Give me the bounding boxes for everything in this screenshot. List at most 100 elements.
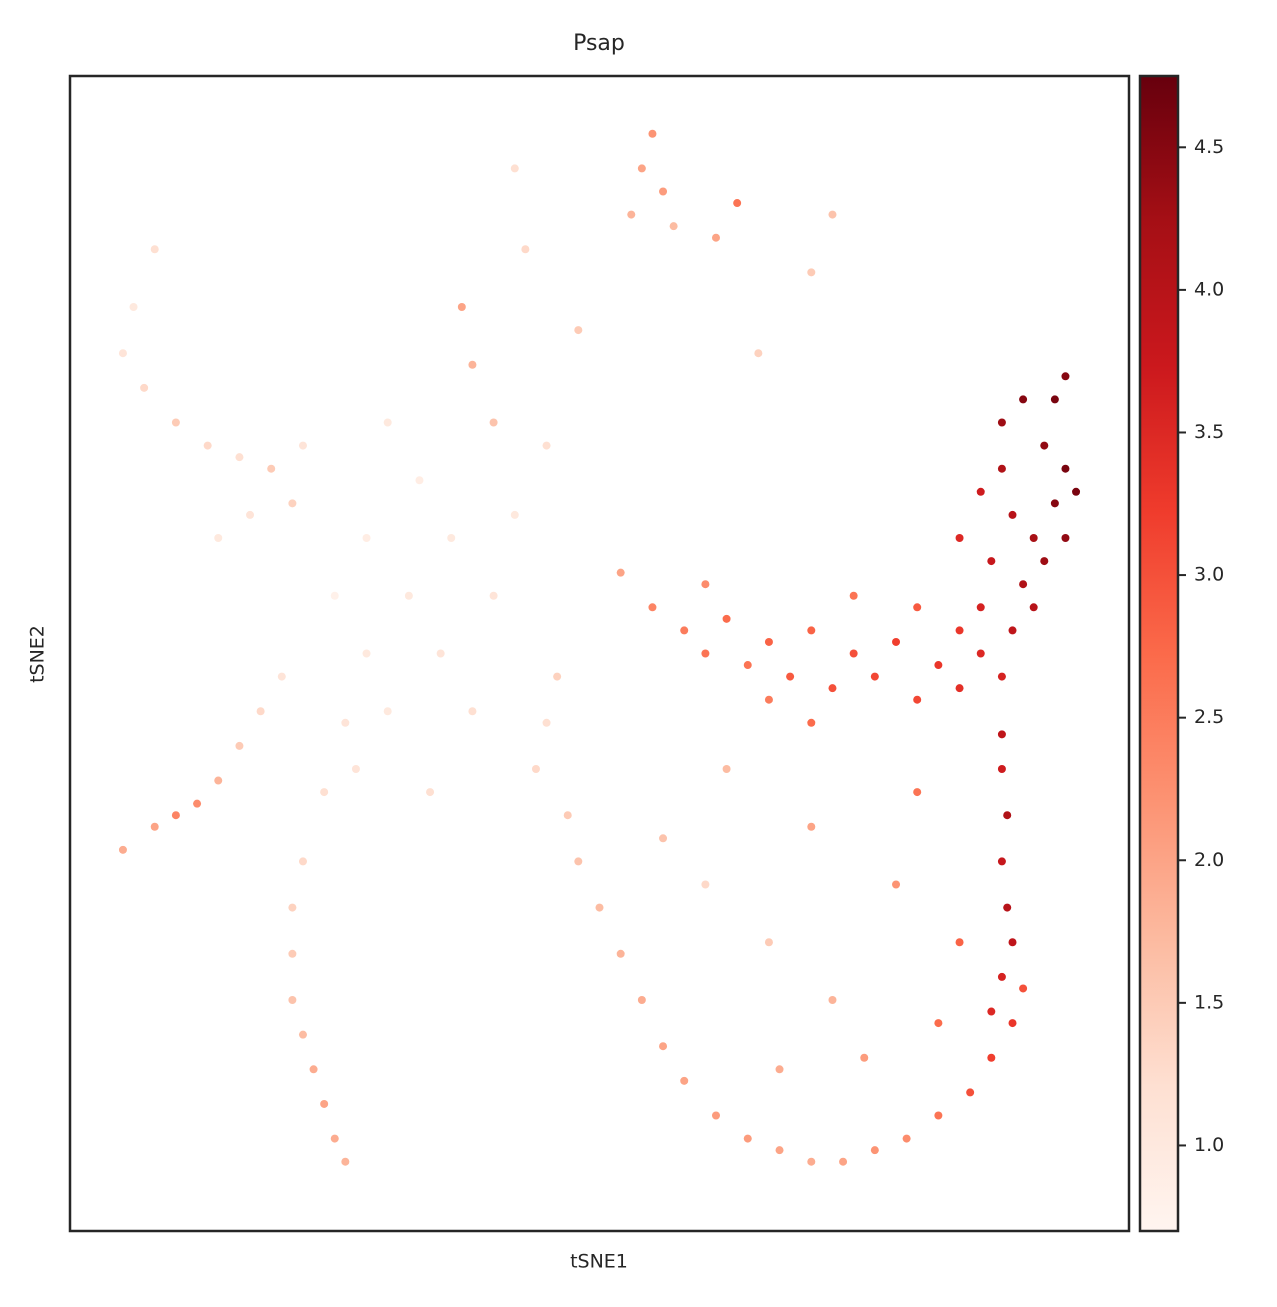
- y-axis-label: tSNE2: [27, 625, 49, 683]
- point: [341, 1157, 350, 1166]
- point: [351, 765, 360, 773]
- point: [764, 695, 773, 704]
- point: [1040, 441, 1049, 450]
- point: [616, 568, 625, 577]
- point: [436, 649, 445, 658]
- point: [637, 996, 646, 1004]
- point: [1072, 487, 1081, 496]
- point: [489, 418, 498, 427]
- point: [235, 741, 244, 750]
- point: [330, 1134, 339, 1143]
- point: [648, 129, 657, 138]
- point: [955, 938, 964, 947]
- point: [913, 603, 922, 612]
- point: [902, 1134, 911, 1143]
- point: [447, 534, 456, 542]
- point: [955, 626, 964, 635]
- point: [489, 591, 498, 600]
- point: [997, 418, 1006, 427]
- point: [288, 949, 297, 958]
- point: [997, 730, 1006, 739]
- point: [722, 765, 731, 773]
- point: [807, 718, 816, 727]
- point: [775, 1146, 784, 1155]
- point: [298, 441, 307, 450]
- point: [256, 707, 265, 716]
- point: [277, 672, 286, 681]
- point: [997, 765, 1006, 773]
- colorbar: [1138, 74, 1180, 1233]
- point: [680, 1076, 689, 1085]
- point: [839, 1157, 848, 1166]
- point: [341, 718, 350, 727]
- colorbar-tick-label: 3.5: [1194, 421, 1224, 443]
- point: [563, 811, 572, 820]
- point: [722, 614, 731, 623]
- point: [764, 938, 773, 947]
- point: [203, 441, 212, 450]
- colorbar-tick-label: 2.5: [1194, 706, 1224, 728]
- point: [997, 972, 1006, 981]
- point: [1040, 557, 1049, 566]
- point: [362, 534, 371, 542]
- point: [320, 788, 329, 797]
- point: [457, 303, 466, 311]
- colorbar-tick-label: 1.0: [1194, 1134, 1224, 1156]
- point: [934, 661, 943, 670]
- point: [892, 637, 901, 646]
- point: [595, 903, 604, 912]
- point: [574, 326, 583, 335]
- point: [1019, 580, 1028, 589]
- colorbar-tick-label: 4.0: [1194, 278, 1224, 300]
- point: [711, 233, 720, 242]
- point: [775, 1065, 784, 1074]
- point: [934, 1019, 943, 1028]
- point: [531, 765, 540, 773]
- point: [711, 1111, 720, 1120]
- point: [140, 383, 149, 392]
- point: [807, 822, 816, 831]
- point: [955, 534, 964, 542]
- point: [468, 707, 477, 716]
- point: [701, 649, 710, 658]
- plot-frame: [68, 74, 1131, 1233]
- point: [955, 684, 964, 693]
- point: [892, 880, 901, 889]
- point: [1019, 395, 1028, 404]
- point: [288, 499, 297, 508]
- point: [267, 464, 276, 473]
- point: [510, 510, 519, 519]
- point: [330, 591, 339, 600]
- point: [659, 187, 668, 196]
- point: [150, 245, 159, 254]
- point: [870, 1146, 879, 1155]
- point: [680, 626, 689, 635]
- point: [193, 799, 202, 808]
- point: [669, 222, 678, 231]
- point: [362, 649, 371, 658]
- points: [118, 129, 1081, 1166]
- point: [849, 649, 858, 658]
- point: [913, 695, 922, 704]
- point: [118, 349, 127, 358]
- point: [860, 1053, 869, 1062]
- point: [1029, 603, 1038, 612]
- point: [786, 672, 795, 681]
- point: [415, 476, 424, 485]
- point: [542, 441, 551, 450]
- point: [214, 534, 223, 542]
- point: [574, 857, 583, 866]
- point: [150, 822, 159, 831]
- point: [743, 661, 752, 670]
- point: [934, 1111, 943, 1120]
- point: [383, 707, 392, 716]
- point: [426, 788, 435, 797]
- point: [997, 857, 1006, 866]
- point: [118, 845, 127, 854]
- point: [129, 303, 138, 311]
- point: [298, 1030, 307, 1039]
- point: [701, 580, 710, 589]
- point: [997, 464, 1006, 473]
- point: [553, 672, 562, 681]
